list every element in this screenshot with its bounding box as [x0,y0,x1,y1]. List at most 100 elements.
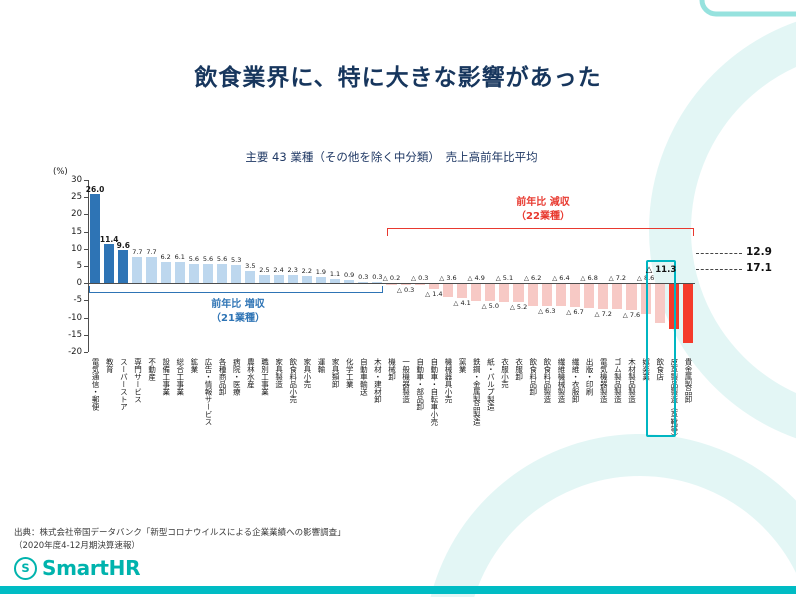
bar-value-label: 2.3 [287,266,298,275]
x-axis-label: 木材製品製造 [627,358,637,403]
corner-accent [699,0,796,17]
y-tick-mark [84,197,88,199]
x-axis-label: 電気通信・郵便 [91,358,101,411]
chart-bar [485,284,496,302]
bar-value-label: △ 5.1 [495,274,514,283]
chart-bar [160,261,171,284]
x-axis-label: 広告・情報サービス [204,358,214,426]
x-axis-label: 運輸 [316,358,326,373]
x-axis-label: 衣服小売 [500,358,510,388]
smarthr-logo-icon: S [14,556,37,580]
increase-annotation-line2: （21業種） [211,312,265,324]
bar-value-label: △ 8.6 [636,274,655,283]
bar-value-label: △ 7.6 [622,311,641,320]
source-line1: 出典：株式会社帝国データバンク「新型コロナウイルスによる企業業績への影響調査」 [14,528,346,538]
chart-bar [654,284,665,324]
chart-bar [471,284,482,302]
chart-bar [499,284,510,302]
chart-bar [612,284,623,309]
y-tick-mark [84,266,88,267]
x-axis-label: 電気機器製造 [599,358,609,403]
x-axis-label: 繊維・衣服卸 [571,358,581,403]
x-axis-label: 繊維機械製造 [556,358,566,403]
source-line2: （2020年度4-12月期決算速報） [14,541,140,552]
bar-value-label: 5.3 [231,255,242,264]
chart-bar [202,263,214,284]
bar-value-label: 5.6 [202,254,214,263]
y-tick-mark [84,334,88,336]
callout-leader-line-1 [696,253,742,254]
chart-bar [682,284,693,343]
chart-bar [104,243,115,284]
x-axis-label: 専門サービス [133,358,143,403]
watermark-arc-bottom [430,434,796,597]
bar-value-label: 9.6 [116,241,130,251]
y-tick-label: 20 [71,209,82,220]
zero-baseline [88,283,695,285]
chart-title: 主要 43 業種（その他を除く中分類） 売上高前年比平均 [245,150,538,164]
bar-value-label: 0.3 [372,273,383,282]
y-tick-label: -5 [73,295,82,306]
y-tick-label: 30 [71,175,82,185]
chart-bar [301,275,312,284]
x-axis-label: 設備工事業 [161,358,171,396]
chart-bar [668,284,679,329]
source-note: 出典：株式会社帝国データバンク「新型コロナウイルスによる企業業績への影響調査」 … [14,527,346,553]
bar-value-label: △ 0.3 [411,274,429,283]
bar-value-label: △ 7.2 [594,309,612,318]
chart-bar [118,250,129,284]
y-tick-mark [84,231,88,233]
x-axis-label: 飲食料品製造 [542,358,552,403]
chart-bar [428,284,439,289]
x-axis-label: 衣服卸 [514,358,524,381]
x-axis-label: 飲食料品卸 [528,358,538,396]
chart-bar [273,274,284,284]
chart-bar [174,262,185,284]
decrease-annotation: 前年比 減収 （22業種） [448,196,638,223]
chart-bar [626,284,637,311]
chart-bar [231,264,242,284]
y-tick-mark [84,248,88,250]
chart-bar [344,280,355,284]
x-axis-label: 家具製造 [274,358,284,388]
bar-value-label: 5.6 [216,254,228,263]
bar-value-label: △ 7.2 [608,274,627,283]
bar-value-label: △ 1.4 [425,290,443,299]
y-tick-mark [84,283,88,285]
bar-value-label: △ 4.1 [453,299,471,308]
chart-bar [414,284,425,286]
bar-value-label: △ 5.0 [481,302,500,311]
chart-bar [287,275,298,284]
x-axis-label: 農林水産 [246,358,256,388]
plot-area: 前年比 増収 （21業種） 前年比 減収 （22業種） 30 25 20 15 10 5 0… [68,175,695,441]
bar-value-label: 2.2 [301,266,312,275]
y-axis-line [88,180,89,352]
x-axis-label: 教育 [105,358,115,373]
chart-bar [188,263,199,284]
bar-value-label: 11.4 [99,234,119,244]
x-axis-label: 貴金属製品卸 [683,358,693,403]
x-axis-label: 木材・建材卸 [373,358,383,403]
bar-value-label: 2.5 [259,265,270,274]
chart-bar [513,284,524,303]
chart-bar [329,279,341,284]
bar-value-label: 6.2 [160,252,171,261]
chart-bar [640,284,651,314]
y-tick-label: 5 [76,261,82,271]
decrease-annotation-line2: （22業種） [516,210,570,222]
bar-value-label: 6.1 [174,253,185,262]
decrease-bracket [387,228,694,236]
y-tick-label: -20 [68,347,82,357]
chart-bar [132,256,143,284]
bar-value-label: △ 6.3 [538,306,556,315]
x-axis-label: 病院・医療 [232,358,242,396]
chart-bar [541,284,552,306]
bar-value-label: 1.1 [329,270,341,279]
x-axis-label: 飲食料品小売 [288,358,298,403]
chart-bar [527,284,538,306]
bar-value-label: 2.4 [273,265,284,274]
x-axis-label: 出版・印刷 [585,358,595,396]
restaurant-highlight-box: △ 11.3 [646,260,676,437]
chart-bar [598,284,609,309]
